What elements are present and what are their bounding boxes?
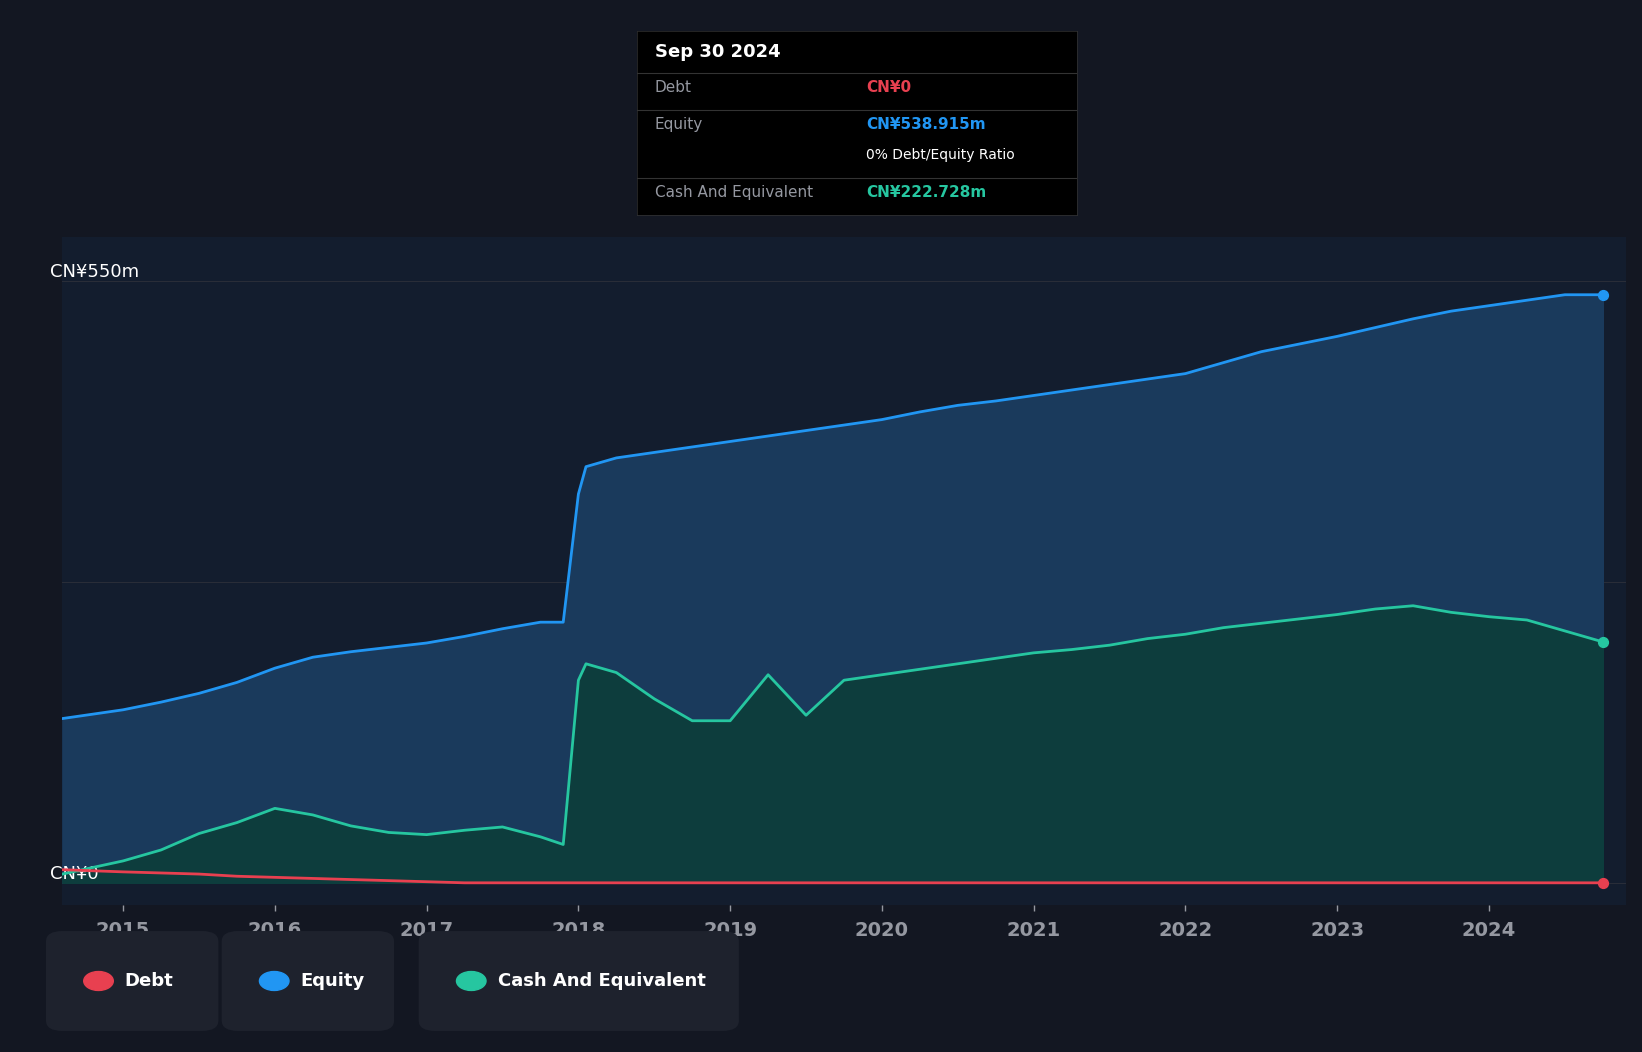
Point [1589,633,1616,650]
Text: CN¥0: CN¥0 [865,80,911,96]
Text: CN¥550m: CN¥550m [49,263,140,281]
Text: CN¥0: CN¥0 [49,865,99,883]
Text: Equity: Equity [655,117,703,133]
Text: Debt: Debt [655,80,691,96]
Text: Sep 30 2024: Sep 30 2024 [655,43,780,61]
Text: CN¥538.915m: CN¥538.915m [865,117,985,133]
Text: Equity: Equity [300,972,365,990]
Text: Cash And Equivalent: Cash And Equivalent [655,185,813,200]
Text: 0% Debt/Equity Ratio: 0% Debt/Equity Ratio [865,148,1015,162]
Text: CN¥222.728m: CN¥222.728m [865,185,987,200]
Point [1589,874,1616,891]
Point [1589,286,1616,303]
Text: Debt: Debt [125,972,174,990]
Text: Cash And Equivalent: Cash And Equivalent [498,972,706,990]
